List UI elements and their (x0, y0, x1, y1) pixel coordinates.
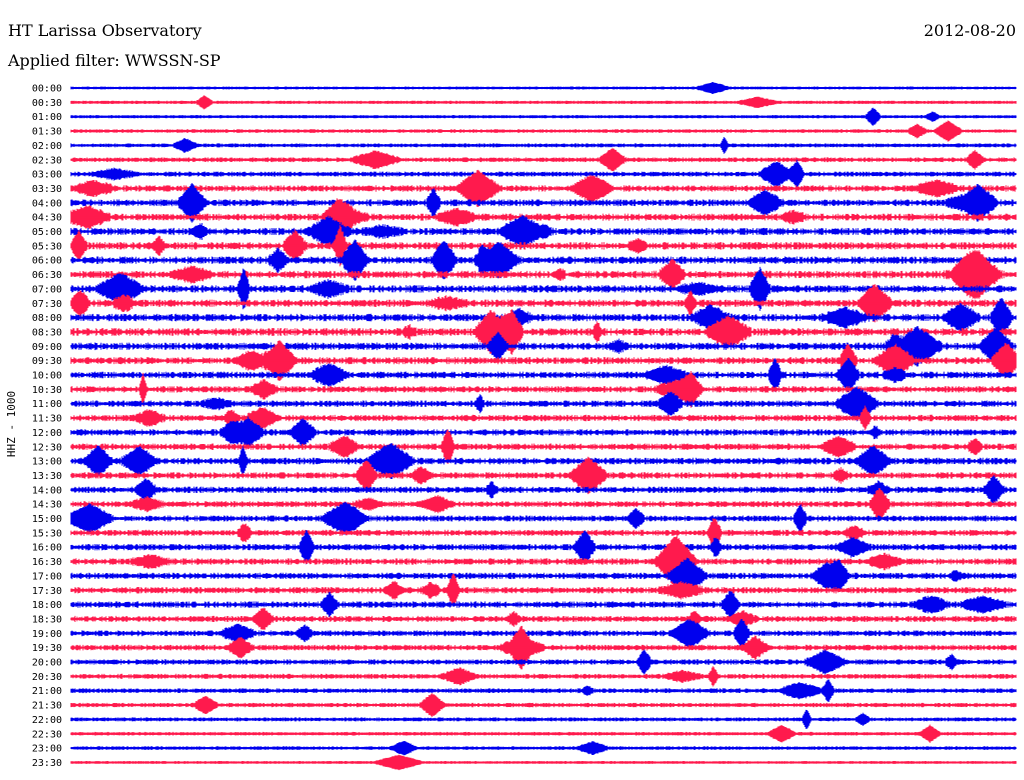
time-tick-label: 07:30 (32, 299, 62, 310)
time-tick-label: 18:30 (32, 614, 62, 625)
channel-label: HHZ - 1000 (5, 391, 18, 457)
time-tick-label: 09:00 (32, 342, 62, 353)
time-tick-label: 01:00 (32, 112, 62, 123)
station-title: HT Larissa Observatory (8, 21, 202, 40)
time-tick-label: 07:00 (32, 284, 62, 295)
time-tick-label: 21:30 (32, 701, 62, 712)
time-tick-label: 03:00 (32, 170, 62, 181)
time-tick-label: 23:00 (32, 744, 62, 755)
time-tick-label: 05:00 (32, 227, 62, 238)
time-tick-label: 15:00 (32, 514, 62, 525)
time-tick-label: 09:30 (32, 356, 62, 367)
time-tick-label: 05:30 (32, 241, 62, 252)
time-tick-label: 14:00 (32, 485, 62, 496)
time-tick-label: 20:00 (32, 658, 62, 669)
time-tick-label: 04:30 (32, 213, 62, 224)
time-tick-label: 17:30 (32, 586, 62, 597)
time-tick-label: 12:00 (32, 428, 62, 439)
time-tick-label: 11:30 (32, 414, 62, 425)
time-tick-label: 06:00 (32, 256, 62, 267)
time-tick-label: 04:00 (32, 198, 62, 209)
time-tick-label: 17:00 (32, 571, 62, 582)
time-tick-label: 02:00 (32, 141, 62, 152)
time-tick-label: 13:00 (32, 457, 62, 468)
time-tick-label: 20:30 (32, 672, 62, 683)
time-tick-label: 22:00 (32, 715, 62, 726)
time-tick-label: 01:30 (32, 127, 62, 138)
trace-group (70, 82, 1017, 771)
time-tick-label: 00:30 (32, 98, 62, 109)
time-tick-label: 19:30 (32, 643, 62, 654)
time-tick-label: 15:30 (32, 528, 62, 539)
time-tick-label: 13:30 (32, 471, 62, 482)
time-tick-label: 18:00 (32, 600, 62, 611)
time-tick-label: 08:30 (32, 327, 62, 338)
time-tick-label: 14:30 (32, 500, 62, 511)
time-tick-label: 10:30 (32, 385, 62, 396)
date-label: 2012-08-20 (924, 21, 1016, 40)
time-tick-label: 16:00 (32, 543, 62, 554)
time-tick-label: 08:00 (32, 313, 62, 324)
time-tick-label: 23:30 (32, 758, 62, 769)
time-tick-label: 16:30 (32, 557, 62, 568)
time-tick-label: 00:00 (32, 84, 62, 95)
time-tick-label: 10:00 (32, 371, 62, 382)
time-label-group: 00:00 00:30 01:00 01:30 02:00 02:30 03:00 03:30… (32, 84, 62, 769)
filter-label: Applied filter: WWSSN-SP (7, 51, 221, 70)
time-tick-label: 11:00 (32, 399, 62, 410)
time-tick-label: 02:30 (32, 155, 62, 166)
time-tick-label: 19:00 (32, 629, 62, 640)
time-tick-label: 06:30 (32, 270, 62, 281)
time-tick-label: 12:30 (32, 442, 62, 453)
time-tick-label: 03:30 (32, 184, 62, 195)
time-tick-label: 22:30 (32, 729, 62, 740)
time-tick-label: 21:00 (32, 686, 62, 697)
